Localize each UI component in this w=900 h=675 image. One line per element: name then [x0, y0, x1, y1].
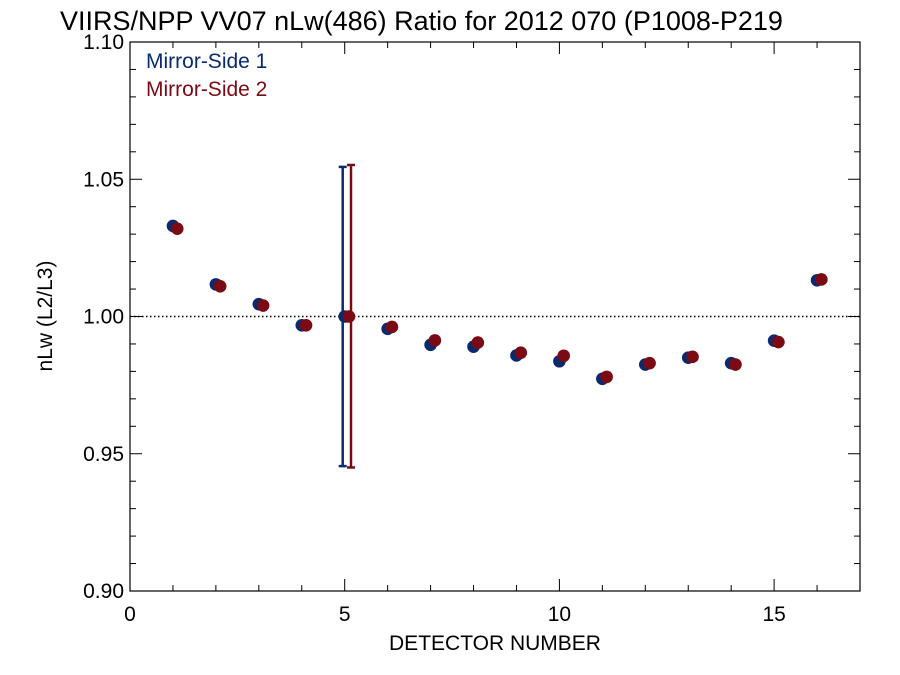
point-series-2-detector-3 [256, 299, 270, 312]
x-tick-label: 5 [339, 603, 351, 626]
y-tick-label: 1.10 [83, 31, 124, 54]
point-series-2-detector-9 [514, 346, 528, 360]
x-tick-label: 10 [548, 603, 571, 626]
chart-title: VIIRS/NPP VV07 nLw(486) Ratio for 2012 0… [60, 6, 783, 36]
point-series-2-detector-10 [557, 349, 571, 363]
y-axis-label: nLw (L2/L3) [34, 261, 57, 372]
point-series-2-detector-13 [686, 350, 699, 364]
point-series-2-detector-15 [772, 335, 785, 349]
point-series-2-detector-8 [471, 336, 485, 349]
point-series-2-detector-6 [385, 320, 399, 334]
legend: Mirror-Side 1 Mirror-Side 2 [146, 50, 267, 101]
y-tick-label: 0.90 [83, 580, 124, 603]
point-series-2-detector-2 [213, 280, 227, 293]
y-tick-label: 1.00 [83, 306, 124, 329]
point-series-2-detector-14 [729, 358, 742, 371]
point-series-2-detector-1 [170, 222, 184, 235]
x-tick-label: 0 [124, 603, 136, 626]
point-series-2-detector-11 [600, 370, 613, 384]
y-tick-label: 0.95 [83, 443, 124, 466]
axis-ticks: 0 5 10 15 0.90 0.95 1.00 1.05 1.10 [83, 31, 861, 626]
point-series-2-detector-16 [815, 273, 828, 286]
y-tick-label: 1.05 [83, 168, 124, 191]
point-series-2-detector-4 [299, 318, 313, 332]
x-tick-label: 15 [762, 603, 785, 626]
point-series-2-detector-12 [643, 356, 656, 370]
x-axis-label: DETECTOR NUMBER [389, 632, 601, 655]
legend-item-series-1: Mirror-Side 1 [146, 50, 267, 73]
legend-item-series-2: Mirror-Side 2 [146, 78, 267, 101]
data-points [166, 219, 828, 386]
point-series-2-detector-7 [428, 334, 442, 347]
point-series-2-detector-5 [342, 310, 356, 323]
